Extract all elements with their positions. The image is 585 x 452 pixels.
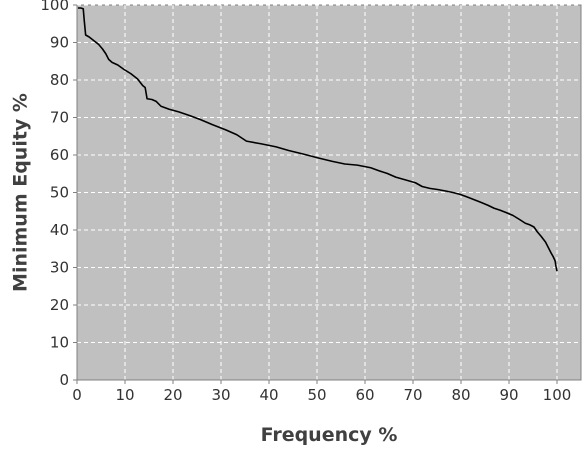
y-tick-label: 40 — [50, 221, 69, 239]
y-tick-label: 60 — [50, 146, 69, 164]
x-axis-tick-labels: 0 10 20 30 40 50 60 70 80 90 100 — [72, 386, 571, 404]
x-axis-title: Frequency % — [261, 424, 398, 446]
x-tick-label: 40 — [259, 386, 278, 404]
y-tick-label: 70 — [50, 109, 69, 127]
y-tick-label: 50 — [50, 184, 69, 202]
grid-lines — [77, 4, 581, 380]
x-tick-label: 30 — [211, 386, 230, 404]
y-tick-label: 80 — [50, 71, 69, 89]
y-tick-label: 100 — [40, 0, 69, 14]
series-line — [77, 7, 558, 272]
axes — [73, 4, 581, 384]
y-tick-label: 90 — [50, 34, 69, 52]
x-tick-label: 80 — [451, 386, 470, 404]
x-tick-label: 50 — [307, 386, 326, 404]
y-tick-label: 10 — [50, 334, 69, 352]
x-tick-label: 10 — [115, 386, 134, 404]
y-axis-title: Minimum Equity % — [10, 93, 32, 292]
x-tick-label: 0 — [72, 386, 82, 404]
y-axis-tick-labels: 0 10 20 30 40 50 60 70 80 90 100 — [40, 0, 69, 389]
x-tick-label: 20 — [163, 386, 182, 404]
y-tick-label: 0 — [59, 371, 69, 389]
x-tick-label: 70 — [403, 386, 422, 404]
y-tick-label: 20 — [50, 296, 69, 314]
x-tick-label: 100 — [543, 386, 572, 404]
y-tick-label: 30 — [50, 259, 69, 277]
x-tick-label: 90 — [499, 386, 518, 404]
x-tick-label: 60 — [355, 386, 374, 404]
